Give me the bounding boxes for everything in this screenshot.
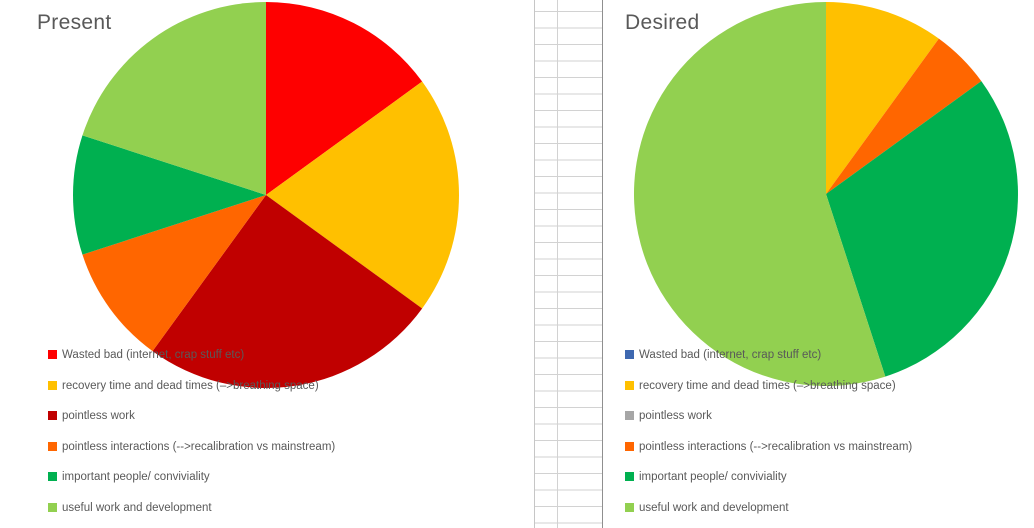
legend-item-label: pointless work — [639, 410, 712, 422]
legend-item[interactable]: important people/ conviviality — [48, 471, 210, 484]
pie-slice-4[interactable] — [73, 135, 266, 255]
legend-item[interactable]: Wasted bad (internet, crap stuff etc) — [48, 349, 244, 362]
legend-item[interactable]: recovery time and dead times (–>breathin… — [48, 380, 319, 393]
legend-swatch-icon — [48, 503, 57, 512]
legend-item[interactable]: pointless interactions (-->recalibration… — [625, 441, 912, 454]
legend-item[interactable]: pointless work — [625, 410, 712, 423]
chart-title-present[interactable]: Present — [37, 11, 112, 34]
pie-slice-5[interactable] — [633, 2, 886, 386]
pie-slice-3[interactable] — [82, 195, 266, 352]
pie-slice-1[interactable] — [266, 81, 459, 309]
legend-item-label: important people/ conviviality — [639, 471, 787, 483]
present-chart-object[interactable]: Present Wasted bad (internet, crap stuff… — [0, 0, 534, 528]
legend-swatch-icon — [48, 472, 57, 481]
legend-swatch-icon — [625, 503, 634, 512]
present-pie — [73, 2, 459, 388]
pie-slice-2[interactable] — [152, 195, 423, 388]
legend-item-label: Wasted bad (internet, crap stuff etc) — [639, 349, 822, 361]
pie-slice-1[interactable] — [826, 2, 939, 194]
legend-item[interactable]: pointless work — [48, 410, 135, 423]
pie-slice-4[interactable] — [826, 81, 1018, 377]
desired-chart-object[interactable]: Desired Wasted bad (internet, crap stuff… — [603, 0, 1034, 528]
legend-swatch-icon — [625, 472, 634, 481]
legend-swatch-icon — [625, 350, 634, 359]
worksheet-gridlines — [534, 0, 603, 528]
legend-item-label: important people/ conviviality — [62, 471, 210, 483]
legend-item-label: Wasted bad (internet, crap stuff etc) — [62, 349, 245, 361]
legend-item-label: recovery time and dead times (–>breathin… — [62, 380, 319, 392]
legend-item[interactable]: pointless interactions (-->recalibration… — [48, 441, 335, 454]
column-gridline — [557, 0, 558, 528]
legend-item-label: useful work and development — [639, 502, 789, 514]
legend-swatch-icon — [625, 381, 634, 390]
legend-item[interactable]: useful work and development — [48, 502, 212, 515]
legend-item-label: pointless interactions (-->recalibration… — [639, 441, 913, 453]
legend-item[interactable]: important people/ conviviality — [625, 471, 787, 484]
pie-slice-0[interactable] — [266, 2, 423, 195]
chart-title-desired[interactable]: Desired — [625, 11, 700, 34]
legend-swatch-icon — [625, 411, 634, 420]
legend-swatch-icon — [48, 411, 57, 420]
legend-swatch-icon — [48, 350, 57, 359]
legend-swatch-icon — [625, 442, 634, 451]
desired-pie — [633, 2, 1018, 386]
pie-slice-5[interactable] — [82, 2, 266, 195]
legend-swatch-icon — [48, 381, 57, 390]
legend-item-label: useful work and development — [62, 502, 212, 514]
legend-item-label: pointless work — [62, 410, 135, 422]
legend-item[interactable]: Wasted bad (internet, crap stuff etc) — [625, 349, 821, 362]
legend-item-label: recovery time and dead times (–>breathin… — [639, 380, 896, 392]
legend-item[interactable]: recovery time and dead times (–>breathin… — [625, 380, 896, 393]
pie-slice-3[interactable] — [826, 38, 982, 194]
legend-item-label: pointless interactions (-->recalibration… — [62, 441, 336, 453]
legend-swatch-icon — [48, 442, 57, 451]
legend-item[interactable]: useful work and development — [625, 502, 789, 515]
